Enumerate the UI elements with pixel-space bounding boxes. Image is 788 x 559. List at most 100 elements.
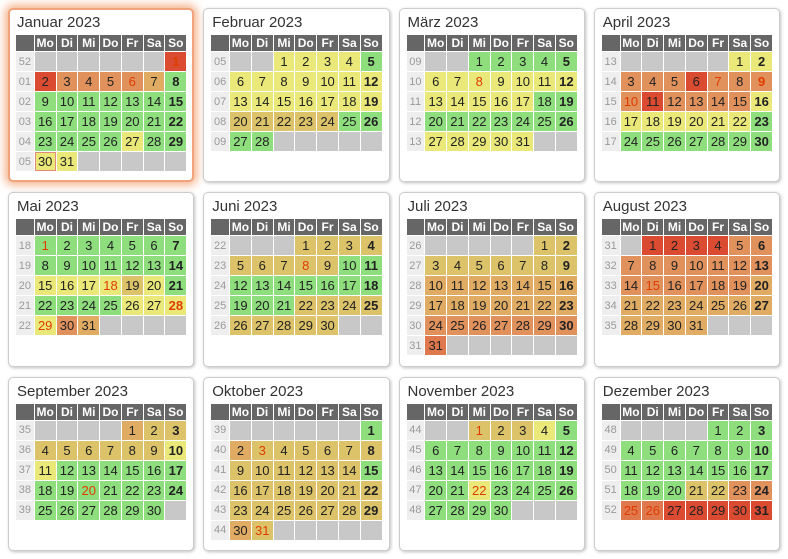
day-cell[interactable]: 11 (534, 72, 555, 91)
day-cell[interactable]: 13 (664, 460, 685, 480)
day-cell[interactable]: 31 (425, 336, 447, 356)
day-cell[interactable]: 18 (534, 92, 555, 111)
day-cell[interactable]: 5 (468, 256, 490, 276)
day-cell[interactable]: 31 (78, 316, 100, 336)
day-cell[interactable]: 16 (34, 112, 56, 131)
day-cell[interactable]: 27 (425, 500, 447, 520)
day-cell[interactable]: 20 (251, 296, 273, 316)
day-cell[interactable]: 16 (555, 276, 577, 296)
day-cell[interactable]: 26 (230, 316, 251, 336)
day-cell[interactable]: 27 (78, 500, 100, 520)
day-cell[interactable]: 28 (685, 500, 707, 520)
day-cell[interactable]: 7 (620, 256, 642, 276)
day-cell[interactable]: 5 (121, 236, 143, 256)
day-cell[interactable]: 1 (534, 236, 555, 256)
day-cell[interactable]: 3 (512, 420, 534, 440)
day-cell[interactable]: 28 (165, 296, 187, 316)
day-cell[interactable]: 1 (165, 52, 187, 71)
day-cell[interactable]: 20 (230, 112, 251, 131)
day-cell[interactable]: 24 (56, 132, 78, 151)
day-cell[interactable]: 10 (251, 460, 273, 480)
day-cell[interactable]: 17 (251, 480, 273, 500)
day-cell[interactable]: 9 (555, 256, 577, 276)
day-cell[interactable]: 30 (664, 316, 685, 336)
day-cell[interactable]: 2 (230, 440, 251, 460)
day-cell[interactable]: 1 (707, 420, 729, 440)
day-cell[interactable]: 26 (468, 316, 490, 336)
day-cell[interactable]: 15 (707, 460, 729, 480)
day-cell[interactable]: 17 (751, 460, 772, 480)
day-cell[interactable]: 30 (490, 500, 512, 520)
day-cell[interactable]: 30 (490, 132, 512, 151)
day-cell[interactable]: 4 (707, 236, 729, 256)
day-cell[interactable]: 10 (685, 256, 707, 276)
day-cell[interactable]: 18 (338, 92, 360, 111)
day-cell[interactable]: 29 (642, 316, 664, 336)
day-cell[interactable]: 26 (555, 112, 577, 131)
day-cell[interactable]: 20 (425, 480, 447, 500)
day-cell[interactable]: 17 (56, 112, 78, 131)
day-cell[interactable]: 20 (121, 112, 143, 131)
day-cell[interactable]: 14 (447, 460, 468, 480)
day-cell[interactable]: 6 (664, 440, 685, 460)
day-cell[interactable]: 8 (121, 440, 143, 460)
day-cell[interactable]: 12 (360, 72, 382, 91)
day-cell[interactable]: 23 (751, 112, 772, 131)
day-cell[interactable]: 6 (685, 72, 707, 91)
day-cell[interactable]: 20 (317, 480, 338, 500)
day-cell[interactable]: 4 (642, 72, 664, 91)
day-cell[interactable]: 19 (360, 92, 382, 111)
day-cell[interactable]: 3 (512, 52, 534, 71)
day-cell[interactable]: 7 (338, 440, 360, 460)
day-cell[interactable]: 22 (468, 480, 490, 500)
day-cell[interactable]: 7 (251, 72, 273, 91)
day-cell[interactable]: 8 (34, 256, 56, 276)
day-cell[interactable]: 7 (143, 72, 165, 91)
day-cell[interactable]: 11 (620, 460, 642, 480)
day-cell[interactable]: 16 (490, 92, 512, 111)
day-cell[interactable]: 3 (165, 420, 187, 440)
day-cell[interactable]: 17 (685, 276, 707, 296)
day-cell[interactable]: 16 (490, 460, 512, 480)
day-cell[interactable]: 2 (664, 236, 685, 256)
day-cell[interactable]: 5 (664, 72, 685, 91)
day-cell[interactable]: 1 (273, 52, 295, 71)
day-cell[interactable]: 2 (56, 236, 78, 256)
day-cell[interactable]: 5 (100, 72, 121, 91)
day-cell[interactable]: 10 (512, 440, 534, 460)
day-cell[interactable]: 15 (468, 92, 490, 111)
day-cell[interactable]: 27 (685, 132, 707, 151)
day-cell[interactable]: 25 (78, 132, 100, 151)
day-cell[interactable]: 13 (425, 460, 447, 480)
day-cell[interactable]: 11 (642, 92, 664, 111)
day-cell[interactable]: 4 (78, 72, 100, 91)
day-cell[interactable]: 12 (555, 72, 577, 91)
day-cell[interactable]: 30 (751, 132, 772, 151)
day-cell[interactable]: 26 (100, 132, 121, 151)
day-cell[interactable]: 16 (729, 460, 751, 480)
day-cell[interactable]: 28 (251, 132, 273, 151)
day-cell[interactable]: 13 (121, 92, 143, 111)
day-cell[interactable]: 12 (100, 92, 121, 111)
day-cell[interactable]: 16 (751, 92, 772, 111)
day-cell[interactable]: 4 (534, 52, 555, 71)
day-cell[interactable]: 6 (143, 236, 165, 256)
day-cell[interactable]: 23 (34, 132, 56, 151)
day-cell[interactable]: 16 (317, 276, 338, 296)
day-cell[interactable]: 22 (121, 480, 143, 500)
day-cell[interactable]: 16 (295, 92, 317, 111)
day-cell[interactable]: 3 (251, 440, 273, 460)
day-cell[interactable]: 25 (642, 132, 664, 151)
day-cell[interactable]: 24 (338, 296, 360, 316)
day-cell[interactable]: 31 (512, 132, 534, 151)
day-cell[interactable]: 15 (34, 276, 56, 296)
day-cell[interactable]: 24 (165, 480, 187, 500)
day-cell[interactable]: 21 (707, 112, 729, 131)
day-cell[interactable]: 5 (56, 440, 78, 460)
day-cell[interactable]: 4 (273, 440, 295, 460)
day-cell[interactable]: 1 (360, 420, 382, 440)
day-cell[interactable]: 22 (707, 480, 729, 500)
day-cell[interactable]: 10 (751, 440, 772, 460)
day-cell[interactable]: 18 (100, 276, 121, 296)
day-cell[interactable]: 17 (165, 460, 187, 480)
